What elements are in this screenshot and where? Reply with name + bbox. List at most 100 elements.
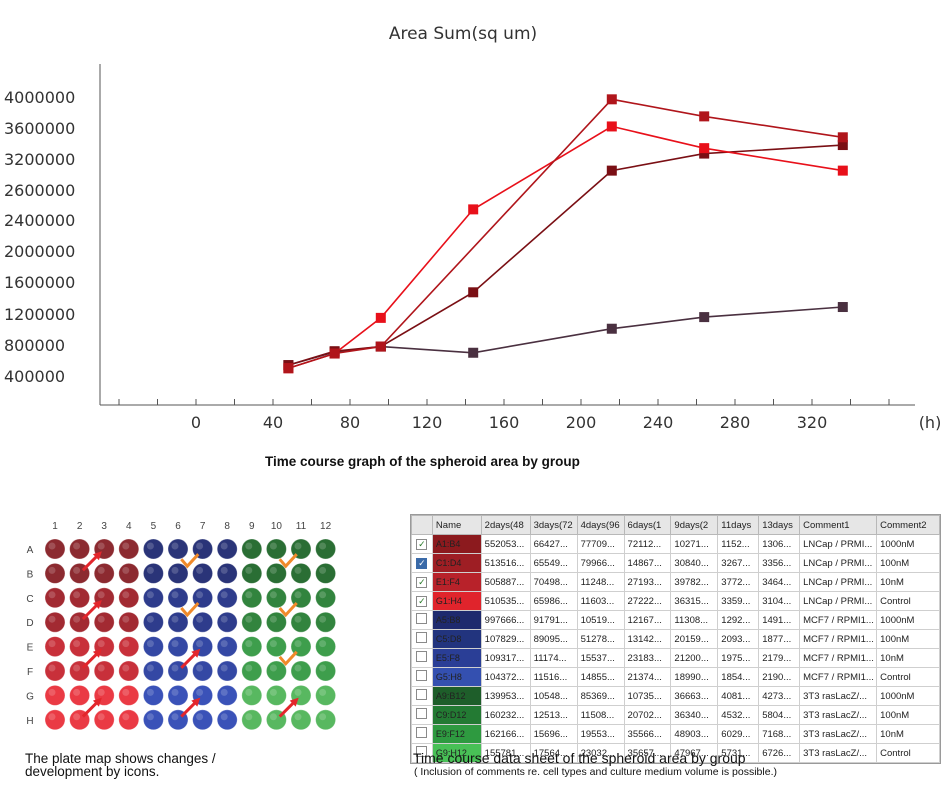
row-checkbox[interactable] [416, 746, 428, 757]
x-tick-label: 200 [566, 413, 597, 432]
plate-row-label: E [27, 643, 34, 654]
well-highlight [245, 615, 253, 623]
well-highlight [171, 566, 179, 574]
row-checkbox-cell[interactable] [411, 724, 433, 744]
table-row[interactable]: A9:B12 139953... 10548... 85369... 10735... 3… [411, 686, 940, 706]
well-highlight [171, 688, 179, 696]
table-cell: 11603... [576, 591, 625, 611]
series-point [468, 287, 479, 298]
table-cell: 100nM [876, 629, 940, 649]
well-highlight [97, 688, 105, 696]
table-row[interactable]: E9:F12 162166... 15696... 19553... 35566... 4… [411, 724, 940, 744]
column-header[interactable]: 6days(1 [623, 515, 672, 535]
row-checkbox-cell[interactable]: ✓ [411, 553, 433, 573]
series-point [468, 204, 479, 215]
column-header[interactable]: 13days [758, 515, 801, 535]
row-checkbox[interactable] [416, 689, 428, 700]
well-highlight [73, 713, 81, 721]
well-highlight [146, 542, 154, 550]
row-checkbox-cell[interactable] [411, 686, 433, 706]
table-cell: 100nM [876, 553, 940, 573]
table-cell: LNCap / PRMI... [799, 553, 878, 573]
table-cell: 35657... [623, 743, 672, 763]
well-highlight [220, 591, 228, 599]
table-row[interactable]: C5:D8 107829... 89095... 51278... 13142... 20… [411, 629, 940, 649]
table-row[interactable]: C9:D12 160232... 12513... 11508... 20702... 3… [411, 705, 940, 725]
plate-column-label: 8 [224, 521, 230, 532]
table-row[interactable]: ✓ G1:H4 510535... 65986... 11603... 27222... 3… [411, 591, 940, 611]
table-cell: 4273... [758, 686, 801, 706]
well-highlight [220, 640, 228, 648]
series-point [606, 94, 617, 105]
plate-row-label: H [26, 716, 33, 727]
column-header[interactable]: 11days [717, 515, 760, 535]
row-checkbox-cell[interactable] [411, 705, 433, 725]
plate-well [142, 538, 164, 560]
well-highlight [220, 615, 228, 623]
table-cell: 85369... [576, 686, 625, 706]
row-checkbox-cell[interactable]: ✓ [411, 534, 433, 554]
x-tick-label: 160 [489, 413, 520, 432]
plate-well [142, 563, 164, 584]
table-cell: 10nM [876, 724, 940, 744]
table-row[interactable]: ✓ E1:F4 505887... 70498... 11248... 27193... 3… [411, 572, 940, 592]
growth-arrow-icon [278, 700, 296, 718]
row-checkbox[interactable]: ✓ [416, 595, 428, 607]
chart-title: Area Sum(sq um) [389, 24, 537, 44]
well-highlight [48, 640, 56, 648]
column-header[interactable]: Comment2 [876, 515, 940, 535]
row-checkbox[interactable] [416, 651, 428, 662]
plate-well [167, 563, 189, 584]
table-row[interactable]: ✓ C1:D4 513516... 65549... 79966... 14867... 3… [411, 553, 940, 573]
table-cell: 3T3 rasLacZ/... [799, 743, 878, 763]
series-point [468, 347, 479, 358]
column-header[interactable]: 2days(48 [480, 515, 531, 535]
table-row[interactable]: E5:F8 109317... 11174... 15537... 23183... 21… [411, 648, 940, 668]
plate-well [44, 611, 66, 633]
growth-arrow-icon [81, 554, 99, 572]
plate-well [216, 563, 238, 584]
row-checkbox[interactable] [416, 708, 428, 719]
plate-well [167, 636, 189, 658]
plate-well [167, 684, 189, 706]
row-checkbox-cell[interactable]: ✓ [411, 572, 433, 592]
table-cell: 10271... [670, 534, 719, 554]
well-highlight [146, 713, 154, 721]
plate-column-label: 5 [151, 521, 157, 532]
table-row[interactable]: G9:H12 155781... 17564... 23032... 35657... 4… [411, 743, 940, 763]
x-tick-label: 0 [191, 413, 201, 432]
row-checkbox[interactable] [416, 727, 428, 738]
table-cell: 4532... [717, 705, 760, 725]
row-checkbox-cell[interactable] [411, 667, 433, 687]
table-row[interactable]: G5:H8 104372... 11516... 14855... 21374... 18… [411, 667, 940, 687]
table-cell: 11248... [576, 572, 625, 592]
row-checkbox-cell[interactable] [411, 743, 433, 763]
table-cell: LNCap / PRMI... [799, 572, 878, 592]
row-checkbox[interactable] [416, 613, 428, 624]
row-checkbox[interactable] [416, 670, 428, 681]
row-checkbox[interactable]: ✓ [416, 557, 428, 569]
row-checkbox-cell[interactable] [411, 648, 433, 668]
row-checkbox-cell[interactable] [411, 610, 433, 630]
column-header[interactable]: Comment1 [799, 515, 878, 535]
row-checkbox[interactable]: ✓ [416, 538, 428, 550]
column-header[interactable]: 3days(72 [529, 515, 578, 535]
table-cell: Control [876, 667, 940, 687]
well-highlight [196, 664, 204, 672]
group-name-cell: A5:B8 [431, 610, 482, 630]
table-row[interactable]: ✓ A1:B4 552053... 66427... 77709... 72112... 1… [411, 534, 940, 554]
plate-column-label: 4 [126, 521, 132, 532]
table-cell: 77709... [576, 534, 625, 554]
column-header[interactable]: 4days(96 [576, 515, 625, 535]
row-checkbox-cell[interactable] [411, 629, 433, 649]
plate-caption-line1: The plate map shows changes / [25, 751, 216, 766]
table-cell: 5804... [758, 705, 801, 725]
row-checkbox[interactable] [416, 632, 428, 643]
plate-well [216, 709, 238, 731]
table-cell: 2179... [758, 648, 801, 668]
row-checkbox[interactable]: ✓ [416, 576, 428, 588]
column-header[interactable]: 9days(2 [670, 515, 719, 535]
table-row[interactable]: A5:B8 997666... 91791... 10519... 12167... 11… [411, 610, 940, 630]
row-checkbox-cell[interactable]: ✓ [411, 591, 433, 611]
column-header[interactable]: Name [431, 515, 482, 535]
